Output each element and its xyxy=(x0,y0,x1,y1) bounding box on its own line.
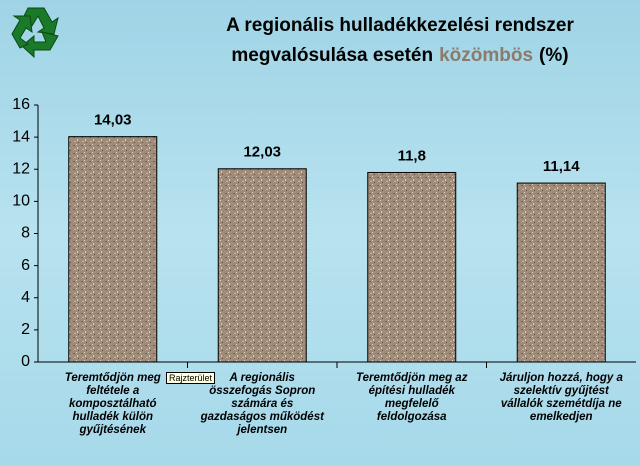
bar xyxy=(516,182,606,363)
title-part: közömbös xyxy=(439,45,533,66)
bar xyxy=(217,168,307,363)
y-tick-label: 8 xyxy=(21,225,30,242)
x-tick-label: Teremtődjön meg feltétele a komposztálha… xyxy=(64,372,161,436)
chart-title: A regionális hulladékkezelési rendszer xyxy=(226,15,574,36)
tooltip: Rajzterület xyxy=(166,372,216,384)
y-tick-label: 6 xyxy=(21,257,30,274)
recycle-icon xyxy=(11,7,59,59)
y-tick-label: 16 xyxy=(12,96,30,113)
y-tick-label: 4 xyxy=(21,289,30,306)
chart-title: megvalósulása esetén közömbös (%) xyxy=(231,45,568,66)
x-tick-label: Teremtődjön meg az építési hulladék megf… xyxy=(356,372,468,423)
y-tick-label: 2 xyxy=(21,321,30,338)
title-part: (%) xyxy=(539,45,569,66)
y-tick-label: 0 xyxy=(21,353,30,370)
y-tick-label: 14 xyxy=(12,128,30,145)
data-label: 12,03 xyxy=(243,144,281,161)
data-label: 11,8 xyxy=(398,147,426,164)
data-label: 11,14 xyxy=(543,158,580,175)
data-label: 14,03 xyxy=(94,112,132,129)
y-tick-label: 12 xyxy=(12,160,30,177)
title-part: megvalósulása esetén xyxy=(231,45,433,66)
bar xyxy=(68,136,158,363)
bar xyxy=(367,171,457,363)
y-tick-label: 10 xyxy=(12,193,30,210)
x-tick-label: Járuljon hozzá, hogy a szelektív gyűjtés… xyxy=(499,372,623,423)
title-part: A regionális hulladékkezelési rendszer xyxy=(226,15,574,36)
x-tick-label: A regionális összefogás Sopron számára é… xyxy=(200,372,324,436)
